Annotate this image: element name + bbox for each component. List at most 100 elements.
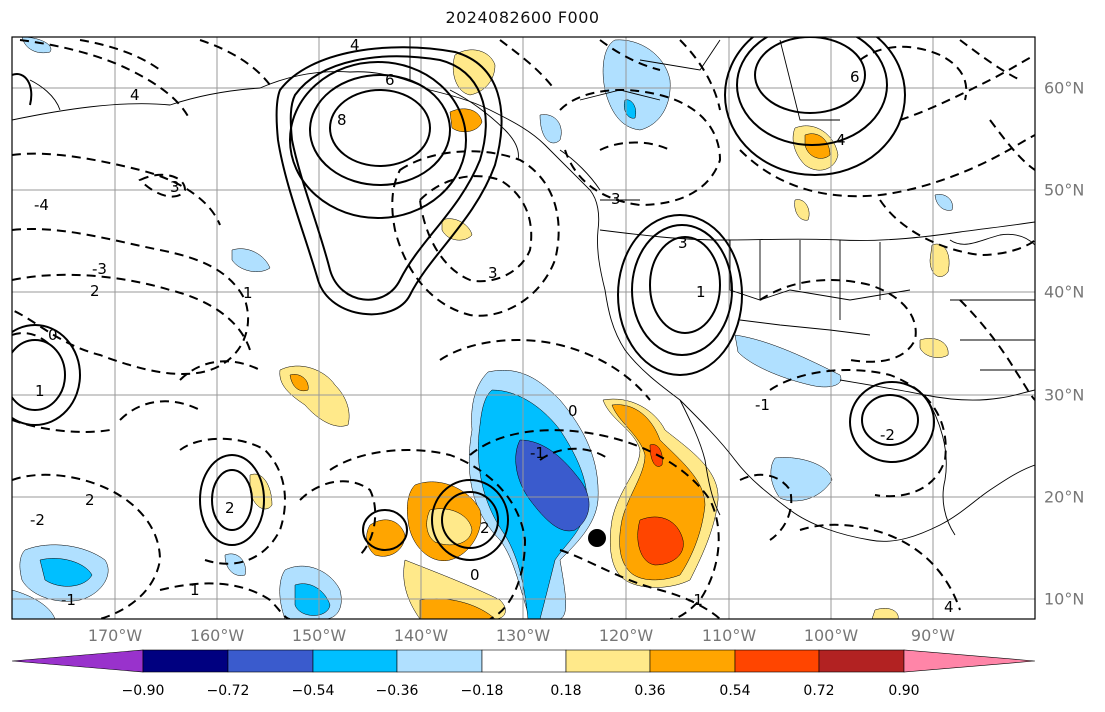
coastlines bbox=[12, 37, 1035, 542]
lat-label: 10°N bbox=[1044, 589, 1085, 609]
contour-label: 8 bbox=[337, 111, 347, 129]
colorbar-tick-label: −0.18 bbox=[460, 683, 504, 699]
shading-layer bbox=[12, 37, 953, 619]
negative-shading bbox=[224, 553, 246, 576]
colorbar-segment bbox=[312, 649, 398, 673]
lon-label: 130°W bbox=[495, 626, 551, 645]
colorbar bbox=[11, 649, 1036, 673]
colorbar-tick-label: 0.90 bbox=[888, 683, 920, 699]
colorbar-segment bbox=[396, 649, 483, 673]
colorbar-segment bbox=[734, 649, 820, 673]
map-frame bbox=[11, 36, 1036, 620]
contour-label: 0 bbox=[568, 402, 578, 420]
contour-label: 3 bbox=[611, 190, 621, 208]
positive-shading bbox=[452, 49, 496, 96]
colorbar-tick-label: −0.54 bbox=[291, 683, 335, 699]
lat-label: 30°N bbox=[1044, 385, 1085, 405]
contour-label: 0 bbox=[470, 566, 480, 584]
contour-label: 4 bbox=[836, 131, 846, 149]
colorbar-tick-label: −0.90 bbox=[121, 683, 165, 699]
colorbar-tick-label: −0.72 bbox=[206, 683, 250, 699]
contour-label: 3 bbox=[678, 234, 688, 252]
contour-label: 6 bbox=[850, 68, 860, 86]
lon-label: 110°W bbox=[701, 626, 757, 645]
negative-shading bbox=[934, 194, 953, 211]
contour-label: 2 bbox=[225, 499, 235, 517]
contour-label: -1 bbox=[61, 591, 76, 609]
contour-label: 0 bbox=[48, 326, 58, 344]
positive-shading bbox=[919, 338, 949, 358]
negative-shading bbox=[478, 389, 588, 619]
colorbar-segment bbox=[227, 649, 314, 673]
contour-label: -2 bbox=[880, 426, 895, 444]
lon-label: 100°W bbox=[803, 626, 859, 645]
contour-label: -1 bbox=[688, 591, 703, 609]
contour-label: -1 bbox=[755, 396, 770, 414]
positive-shading bbox=[794, 199, 810, 221]
positive-shading bbox=[289, 374, 309, 391]
contour-label: 3 bbox=[488, 264, 498, 282]
lon-label: 160°W bbox=[189, 626, 245, 645]
lat-label: 20°N bbox=[1044, 487, 1085, 507]
positive-shading bbox=[804, 133, 831, 159]
contour-label: 2 bbox=[85, 491, 95, 509]
contour-label: 2 bbox=[480, 519, 490, 537]
colorbar-segment bbox=[565, 649, 651, 673]
contour-label: 4 bbox=[350, 36, 360, 54]
colorbar-extend-high bbox=[903, 649, 1036, 673]
negative-shading bbox=[602, 39, 671, 131]
lon-label: 120°W bbox=[598, 626, 654, 645]
positive-shading bbox=[637, 516, 684, 566]
contour-label: 4 bbox=[130, 86, 140, 104]
negative-shading bbox=[539, 114, 562, 144]
graticule bbox=[12, 37, 1035, 619]
positive-shading bbox=[871, 608, 899, 619]
lon-label: 170°W bbox=[87, 626, 143, 645]
lon-label: 140°W bbox=[393, 626, 449, 645]
colorbar-segment bbox=[818, 649, 905, 673]
contour-label: 6 bbox=[385, 71, 395, 89]
contours-dashed bbox=[12, 39, 1035, 619]
negative-shading bbox=[39, 558, 93, 587]
contour-label: -3 bbox=[92, 260, 107, 278]
colorbar-tick-label: 0.54 bbox=[719, 683, 751, 699]
contour-label: 2 bbox=[90, 282, 100, 300]
lon-label: 90°W bbox=[910, 626, 956, 645]
storm-position-marker bbox=[588, 529, 606, 547]
colorbar-extend-low bbox=[11, 649, 144, 673]
negative-shading bbox=[770, 457, 833, 502]
colorbar-segment bbox=[481, 649, 567, 673]
colorbar-tick-label: 0.72 bbox=[803, 683, 835, 699]
lat-label: 40°N bbox=[1044, 282, 1085, 302]
contour-label: -4 bbox=[34, 196, 49, 214]
contour-label: -2 bbox=[30, 511, 45, 529]
negative-shading bbox=[12, 589, 56, 619]
contour-label: 4 bbox=[944, 598, 954, 616]
map-title: 2024082600 F000 bbox=[445, 8, 600, 27]
colorbar-tick-label: −0.36 bbox=[375, 683, 419, 699]
colorbar-segment bbox=[649, 649, 736, 673]
negative-shading bbox=[231, 248, 271, 272]
lon-label: 150°W bbox=[291, 626, 347, 645]
lat-label: 60°N bbox=[1044, 78, 1085, 98]
contour-label: -1 bbox=[530, 444, 545, 462]
contour-label: 3 bbox=[170, 178, 180, 196]
negative-shading bbox=[21, 37, 52, 53]
positive-shading bbox=[449, 108, 483, 133]
contour-label: 1 bbox=[243, 284, 253, 302]
negative-shading bbox=[515, 439, 590, 532]
negative-shading bbox=[624, 99, 636, 119]
contours bbox=[12, 37, 935, 561]
lat-label: 50°N bbox=[1044, 180, 1085, 200]
contour-labels: 4 6 8 6 4 3 3 2 1 0 -1 -2 -3 -4 1 2 3 4 … bbox=[30, 36, 954, 616]
negative-shading bbox=[294, 583, 331, 616]
contour-label: 1 bbox=[696, 283, 706, 301]
colorbar-tick-label: 0.36 bbox=[634, 683, 666, 699]
negative-shading bbox=[734, 334, 842, 388]
colorbar-tick-label: 0.18 bbox=[550, 683, 582, 699]
positive-shading bbox=[426, 508, 473, 546]
contour-label: 1 bbox=[190, 581, 200, 599]
colorbar-segment bbox=[142, 649, 229, 673]
contour-label: 1 bbox=[35, 382, 45, 400]
